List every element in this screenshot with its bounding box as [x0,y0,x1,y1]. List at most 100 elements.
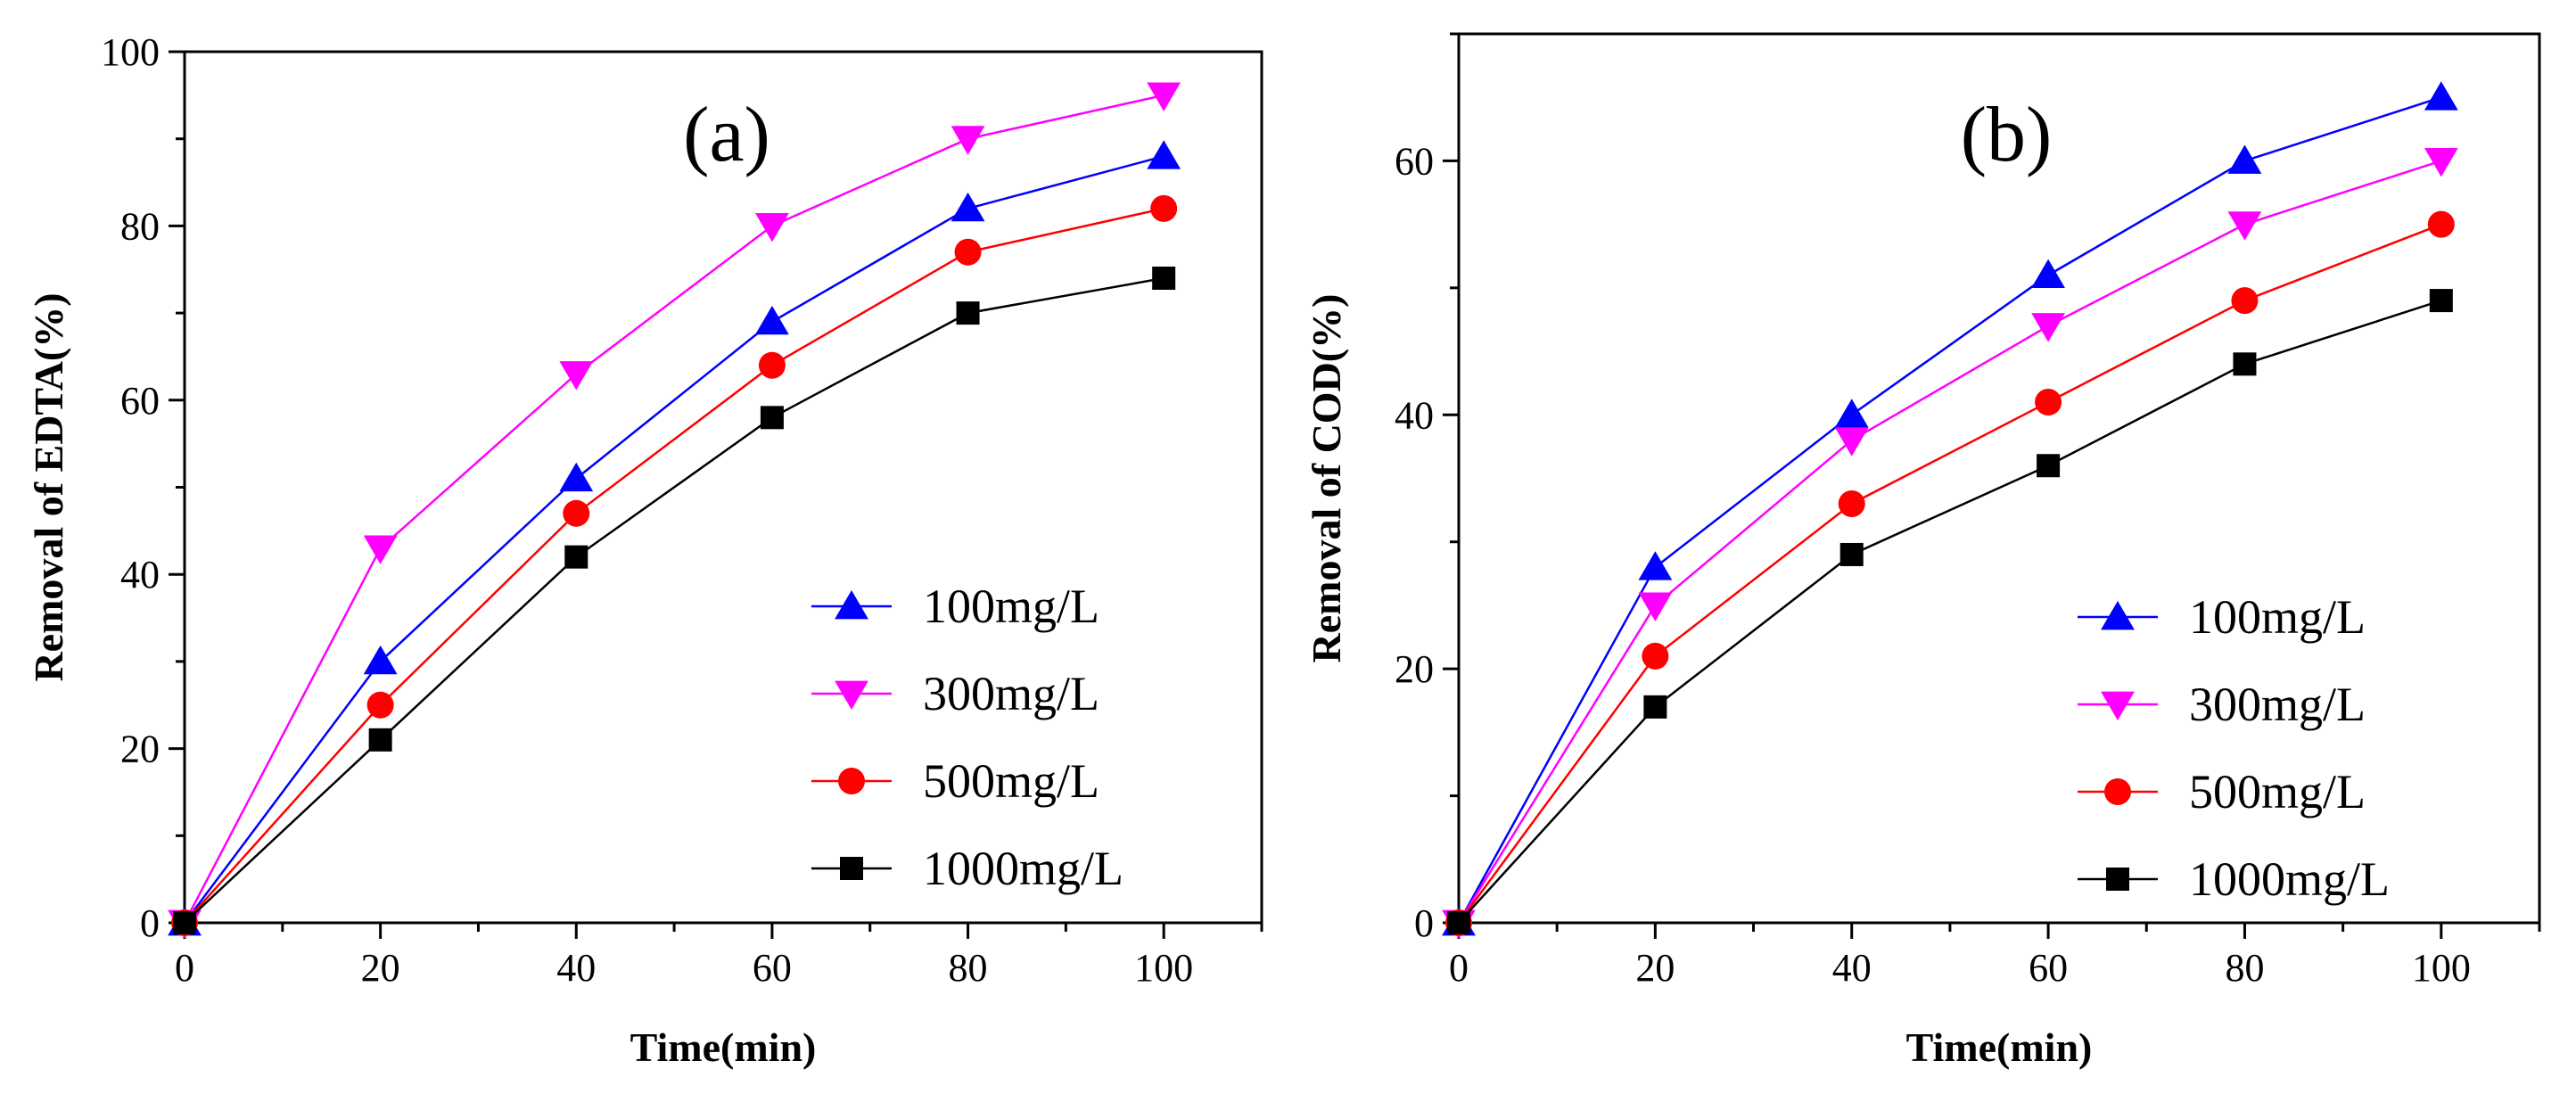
data-point [1152,267,1176,291]
y-tick-label: 100 [101,30,160,74]
data-point [564,545,588,569]
data-point [1147,140,1181,169]
data-point [1447,911,1470,934]
plot-frame [1457,32,2541,925]
data-point [559,361,594,391]
series-line [1457,160,2442,924]
legend-item: 1000mg/L [2078,852,2390,906]
data-point [1834,427,1869,457]
data-point [1150,194,1178,222]
x-axis-title: Time(min) [1906,1024,2093,1070]
data-point [1834,399,1869,428]
data-point [363,645,398,675]
legend-item: 1000mg/L [811,842,1123,895]
legend-item: 100mg/L [811,580,1099,633]
legend-item: 500mg/L [811,754,1099,808]
data-point [2233,352,2257,376]
x-tick-label: 80 [2225,946,2264,990]
series-1000mg/L [1447,289,2453,934]
data-point [2427,210,2455,238]
x-tick-label: 60 [753,946,792,990]
data-point [2227,211,2262,241]
y-tick-label: 40 [1395,393,1434,437]
data-point [1638,592,1673,621]
series-300mg/L [1442,148,2458,939]
legend-label: 1000mg/L [2189,852,2390,906]
series-line [183,94,1165,924]
x-tick-label: 60 [2029,946,2068,990]
legend-marker [838,768,865,794]
data-point [755,305,789,335]
legend-item: 300mg/L [2078,678,2366,731]
data-point [956,301,980,325]
series-500mg/L [1445,210,2455,936]
data-point [1147,82,1181,111]
legend-marker [840,857,863,880]
legend-label: 500mg/L [923,754,1099,808]
data-point [563,499,590,527]
data-point [173,911,196,934]
data-point [1642,642,1669,670]
y-tick-label: 60 [120,379,160,423]
data-point [1838,489,1865,517]
y-tick-label: 80 [120,204,160,248]
data-point [2035,389,2062,416]
panel-label: (b) [1961,92,2053,178]
y-tick-label: 60 [1395,139,1434,183]
legend-label: 100mg/L [923,580,1099,633]
x-axis-title: Time(min) [630,1024,817,1070]
data-point [2424,81,2458,111]
legend-item: 500mg/L [2078,765,2366,818]
x-tick-label: 100 [1134,946,1193,990]
y-tick-label: 0 [1414,901,1434,945]
series-line [183,155,1165,924]
data-point [363,535,398,564]
legend: 100mg/L 300mg/L 500mg/L 1000mg/L [2078,590,2390,906]
data-point [2031,313,2065,342]
legend-item: 100mg/L [2078,590,2366,644]
data-point [2231,287,2259,315]
series-line [1457,223,2442,924]
x-tick-label: 80 [949,946,988,990]
y-axis-title: Removal of COD(%) [1304,294,1349,663]
plot-frame [183,50,1263,925]
data-point [758,351,786,379]
legend-item: 300mg/L [811,667,1099,720]
legend-label: 1000mg/L [923,842,1123,895]
legend-marker [835,680,868,710]
chart-panel-b: 0 20 40 60 80 100 0 20 40 60 Time(min) Removal of C… [1304,32,2541,1070]
data-point [1839,542,1864,566]
series-500mg/L [171,194,1178,936]
data-point [2031,259,2065,289]
data-point [760,406,784,430]
data-point [2037,454,2061,478]
data-point [755,213,789,243]
data-point [951,126,985,155]
legend-label: 100mg/L [2189,590,2366,644]
data-point [951,192,985,222]
legend-marker [2104,778,2131,805]
chart-panel-a: 0 20 40 60 80 100 0 20 40 60 80 100 Time(min) Removal… [26,30,1263,1070]
series-line [184,207,1165,924]
legend-label: 500mg/L [2189,765,2366,818]
x-tick-label: 0 [1449,946,1469,990]
data-point [1643,695,1667,719]
series-100mg/L [168,140,1181,936]
legend: 100mg/L 300mg/L 500mg/L 1000mg/L [811,580,1123,895]
y-tick-label: 20 [1395,647,1434,691]
data-point [954,238,982,266]
data-point [2227,144,2262,174]
data-point [2429,289,2453,313]
x-tick-label: 100 [2412,946,2471,990]
x-tick-label: 20 [1635,946,1675,990]
y-axis-title: Removal of EDTA(%) [26,292,71,681]
legend-marker [2106,868,2129,891]
series-line [1457,96,2442,924]
data-point [368,728,392,752]
series-line [184,276,1165,924]
series-line [1458,299,2442,924]
x-tick-label: 40 [556,946,596,990]
x-tick-label: 0 [175,946,194,990]
series-1000mg/L [173,267,1176,934]
